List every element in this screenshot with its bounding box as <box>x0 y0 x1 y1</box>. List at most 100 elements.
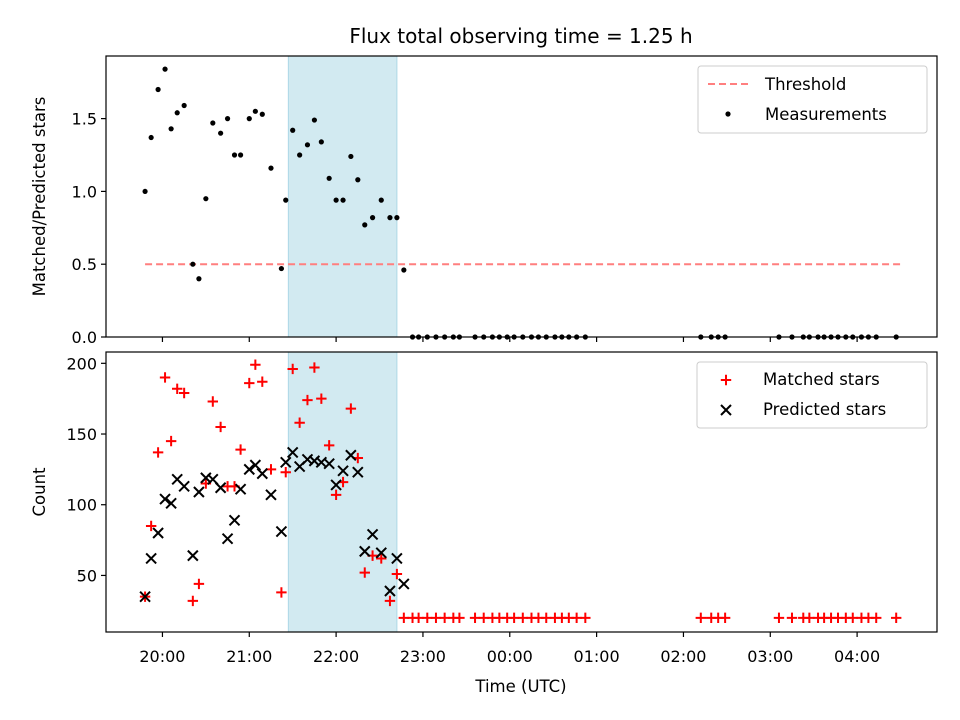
panel-ratio: 0.0 0.5 1.0 1.5 Matched/Predicted stars Thres… <box>30 55 938 347</box>
measurement-point <box>378 197 384 203</box>
matched-point <box>235 444 246 455</box>
predicted-point <box>165 497 177 510</box>
predicted-point <box>221 532 234 545</box>
x-axis-label: Time (UTC) <box>474 677 566 696</box>
predicted-point <box>280 456 292 469</box>
matched-point <box>330 489 342 501</box>
predicted-point <box>159 493 171 505</box>
matched-point <box>302 394 313 406</box>
measurement-point <box>333 197 339 203</box>
matched-point <box>257 376 268 387</box>
matched-point <box>152 447 164 458</box>
predicted-point <box>352 466 364 478</box>
legend-box <box>697 65 928 134</box>
matched-point <box>376 553 387 564</box>
predicted-point <box>345 449 357 461</box>
legend-measurements-swatch <box>725 111 731 117</box>
legend: Threshold Measurements <box>697 65 928 134</box>
measurement-point <box>210 120 216 126</box>
measurement-point <box>387 215 393 221</box>
predicted-point <box>178 480 190 493</box>
matched-point <box>276 587 287 598</box>
measurement-point <box>318 139 324 145</box>
matched-point <box>871 612 882 624</box>
chart-title: Flux total observing time = 1.25 h <box>349 24 692 48</box>
measurement-point <box>348 153 354 160</box>
y-tick-label: 0.0 <box>72 328 97 347</box>
predicted-point <box>249 459 262 471</box>
x-tick-label: 20:00 <box>139 647 185 666</box>
matched-point <box>773 612 785 624</box>
matched-point <box>439 612 450 624</box>
x-tick-label: 21:00 <box>226 647 272 666</box>
axes-frame <box>105 55 938 338</box>
y-tick-label: 1.5 <box>72 110 97 129</box>
matched-point <box>345 403 357 414</box>
matched-point <box>178 387 190 399</box>
predicted-point <box>398 578 410 590</box>
measurement-point <box>283 197 289 203</box>
matched-point <box>294 417 305 428</box>
measurement-point <box>362 222 368 228</box>
matched-point <box>172 383 183 394</box>
measurement-point <box>181 102 187 109</box>
matched-point <box>430 612 442 624</box>
y-tick-label: 0.5 <box>72 255 97 274</box>
predicted-point <box>193 486 205 498</box>
matched-point <box>804 612 815 624</box>
matched-point <box>454 612 465 624</box>
measurement-point <box>142 188 148 195</box>
y-tick-label: 1.0 <box>72 182 97 201</box>
measurement-point <box>311 117 318 123</box>
matched-point <box>250 359 261 370</box>
highlight-band <box>287 351 398 633</box>
predicted-point <box>234 483 247 495</box>
matched-point <box>215 421 226 433</box>
predicted-point <box>330 479 342 491</box>
predicted-point <box>366 528 379 541</box>
y-tick-label: 50 <box>77 566 97 585</box>
legend-predicted-swatch <box>720 404 732 416</box>
matched-point <box>384 595 396 607</box>
x-tick-label: 23:00 <box>400 647 446 666</box>
predicted-point <box>145 552 157 565</box>
measurement-point <box>278 265 285 272</box>
matched-point <box>309 362 320 373</box>
measurement-point <box>190 261 196 267</box>
y-tick-label: 150 <box>66 425 97 444</box>
measurement-point <box>168 126 174 132</box>
measurement-point <box>326 175 332 181</box>
panel-counts: 50 100 150 200 20:00 21:00 22:00 23:00 00:00 01:0… <box>30 351 938 666</box>
predicted-point <box>139 590 151 603</box>
predicted-point <box>243 463 255 476</box>
series-predicted-stars <box>139 446 410 603</box>
predicted-point <box>384 585 396 597</box>
measurement-point <box>196 276 202 282</box>
measurement-point <box>224 116 231 122</box>
matched-point <box>287 363 298 375</box>
measurement-point <box>231 152 238 158</box>
legend-box <box>696 361 928 429</box>
predicted-point <box>391 552 403 565</box>
matched-point <box>187 595 199 607</box>
series-matched-stars <box>139 359 902 624</box>
measurement-point <box>394 215 400 221</box>
predicted-point <box>359 545 371 558</box>
measurement-point <box>174 110 180 116</box>
predicted-point <box>323 458 335 470</box>
matched-point <box>695 612 707 624</box>
matched-point <box>244 377 255 389</box>
measurement-point <box>203 196 209 202</box>
matched-point <box>193 578 205 590</box>
predicted-point <box>152 527 164 539</box>
predicted-point <box>337 465 349 477</box>
measurement-point <box>340 197 346 203</box>
matched-point <box>280 467 291 478</box>
x-tick-label: 03:00 <box>747 647 793 666</box>
matched-point <box>391 568 403 580</box>
matched-point <box>571 612 582 624</box>
predicted-point <box>228 514 241 526</box>
measurement-point <box>252 108 258 114</box>
matched-point <box>719 612 731 624</box>
